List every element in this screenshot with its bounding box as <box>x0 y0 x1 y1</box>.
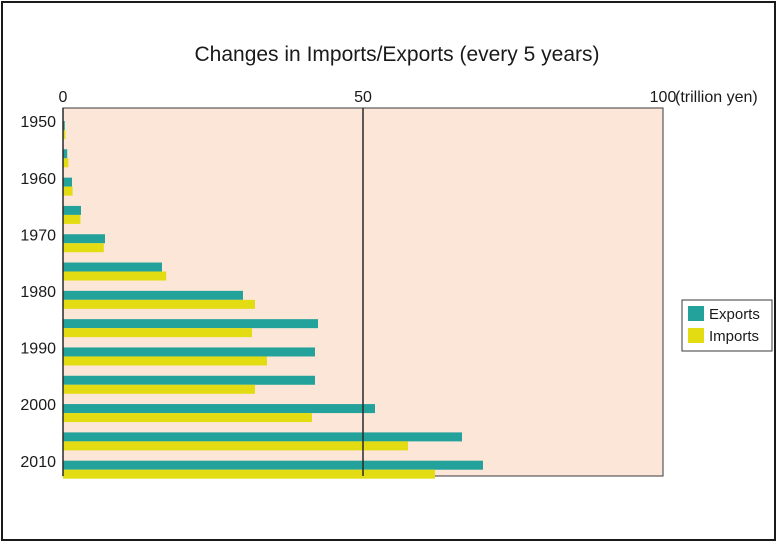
bar-imports-2000 <box>63 413 312 423</box>
bar-imports-1950 <box>63 130 66 139</box>
bar-imports-2010 <box>63 469 435 479</box>
y-tick-label-1970: 1970 <box>20 227 56 244</box>
bar-imports-1970 <box>63 243 104 253</box>
bar-exports-1975 <box>63 262 162 272</box>
bar-exports-1960 <box>63 177 72 187</box>
chart-title: Changes in Imports/Exports (every 5 year… <box>195 43 600 66</box>
y-tick-label-1980: 1980 <box>20 284 56 301</box>
legend-swatch-exports <box>688 306 704 321</box>
bar-imports-1965 <box>63 214 81 224</box>
y-tick-label-1950: 1950 <box>20 114 56 131</box>
legend: Exports Imports <box>681 299 773 352</box>
bar-imports-1990 <box>63 356 267 366</box>
bar-exports-2005 <box>63 432 462 442</box>
bar-exports-1995 <box>63 375 315 385</box>
x-tick-label-50: 50 <box>354 89 372 106</box>
y-tick-label-2010: 2010 <box>20 454 56 471</box>
y-tick-label-2000: 2000 <box>20 397 56 414</box>
x-unit-label: (trillion yen) <box>675 89 758 106</box>
chart-svg: Changes in Imports/Exports (every 5 year… <box>20 43 773 479</box>
y-tick-label-1960: 1960 <box>20 171 56 188</box>
bar-imports-1985 <box>63 328 252 338</box>
bar-imports-1960 <box>63 186 73 196</box>
bar-exports-1955 <box>63 149 68 159</box>
bar-exports-1990 <box>63 347 315 357</box>
bar-exports-2000 <box>63 404 375 414</box>
y-tick-label-1990: 1990 <box>20 341 56 358</box>
y-tick-labels: 1950 1960 1970 1980 1990 2000 2010 <box>20 114 56 471</box>
bar-exports-2010 <box>63 460 483 470</box>
legend-swatch-imports <box>688 328 704 343</box>
bar-exports-1965 <box>63 205 81 215</box>
x-tick-labels: 0 50 100 <box>59 89 677 106</box>
bar-imports-1975 <box>63 271 167 281</box>
bar-exports-1985 <box>63 319 318 329</box>
legend-label-exports: Exports <box>709 306 760 323</box>
x-tick-label-0: 0 <box>59 89 68 106</box>
bar-exports-1970 <box>63 234 105 244</box>
bar-imports-2005 <box>63 441 408 451</box>
bar-exports-1950 <box>63 121 65 130</box>
bar-imports-1995 <box>63 384 255 394</box>
bar-imports-1980 <box>63 299 255 309</box>
bar-exports-1980 <box>63 290 243 300</box>
legend-label-imports: Imports <box>709 328 759 345</box>
bar-imports-1955 <box>63 158 69 168</box>
bars-group <box>63 121 483 479</box>
x-tick-label-100: 100 <box>650 89 677 106</box>
